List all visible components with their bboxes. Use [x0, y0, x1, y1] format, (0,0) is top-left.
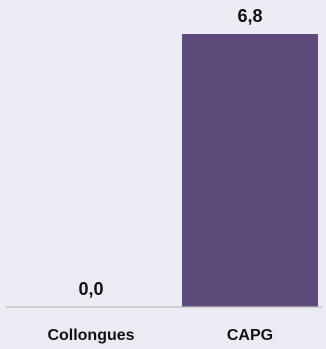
x-tick-labels-group: Collongues CAPG	[47, 327, 273, 344]
data-label-collongues: 0,0	[78, 279, 103, 299]
bar-capg	[182, 34, 318, 307]
x-tick-label-collongues: Collongues	[47, 327, 134, 344]
data-labels-group: 0,0 6,8	[78, 6, 262, 299]
bars-group	[182, 34, 318, 307]
x-tick-label-capg: CAPG	[227, 327, 273, 344]
data-label-capg: 6,8	[237, 6, 262, 26]
